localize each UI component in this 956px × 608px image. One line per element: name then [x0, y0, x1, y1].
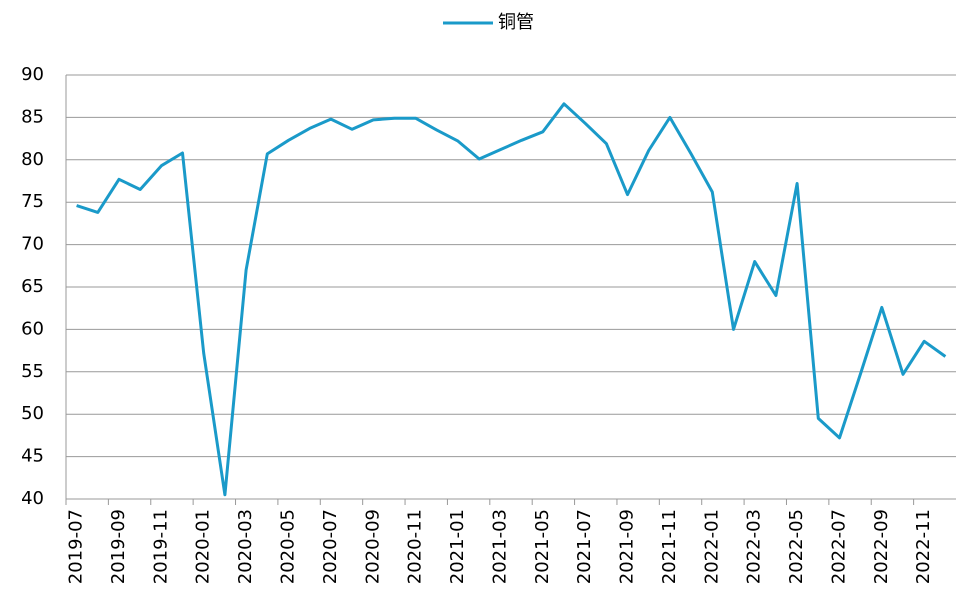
- y-tick-label: 60: [21, 318, 44, 339]
- x-tick-label: 2021-09: [617, 509, 638, 584]
- x-tick-label: 2020-01: [193, 509, 214, 584]
- y-tick-label: 45: [21, 446, 44, 467]
- y-tick-label: 90: [21, 64, 44, 85]
- x-tick-label: 2022-09: [871, 509, 892, 584]
- x-tick-label: 2022-01: [701, 509, 722, 584]
- x-tick-label: 2022-03: [744, 509, 765, 584]
- x-tick-label: 2022-05: [786, 509, 807, 584]
- x-tick-label: 2021-01: [447, 509, 468, 584]
- x-tick-label: 2019-09: [108, 509, 129, 584]
- y-tick-label: 65: [21, 276, 44, 297]
- x-tick-label: 2019-11: [150, 509, 171, 584]
- y-tick-label: 50: [21, 403, 44, 424]
- x-tick-label: 2020-09: [362, 509, 383, 584]
- x-tick-label: 2019-07: [66, 509, 87, 584]
- y-tick-label: 80: [21, 149, 44, 170]
- x-tick-label: 2020-11: [405, 509, 426, 584]
- x-tick-label: 2021-03: [489, 509, 510, 584]
- y-tick-label: 70: [21, 234, 44, 255]
- y-tick-label: 75: [21, 191, 44, 212]
- x-tick-label: 2022-11: [913, 509, 934, 584]
- x-tick-label: 2021-05: [532, 509, 553, 584]
- legend-label: 铜管: [498, 12, 534, 33]
- x-tick-label: 2021-07: [574, 509, 595, 584]
- x-tick-label: 2020-07: [320, 509, 341, 584]
- series-line: [76, 102, 947, 497]
- y-tick-label: 55: [21, 361, 44, 382]
- y-tick-label: 40: [21, 488, 44, 509]
- x-tick-label: 2022-07: [828, 509, 849, 584]
- x-tick-label: 2020-05: [278, 509, 299, 584]
- x-tick-label: 2020-03: [235, 509, 256, 584]
- y-tick-label: 85: [21, 106, 44, 127]
- x-tick-label: 2021-11: [659, 509, 680, 584]
